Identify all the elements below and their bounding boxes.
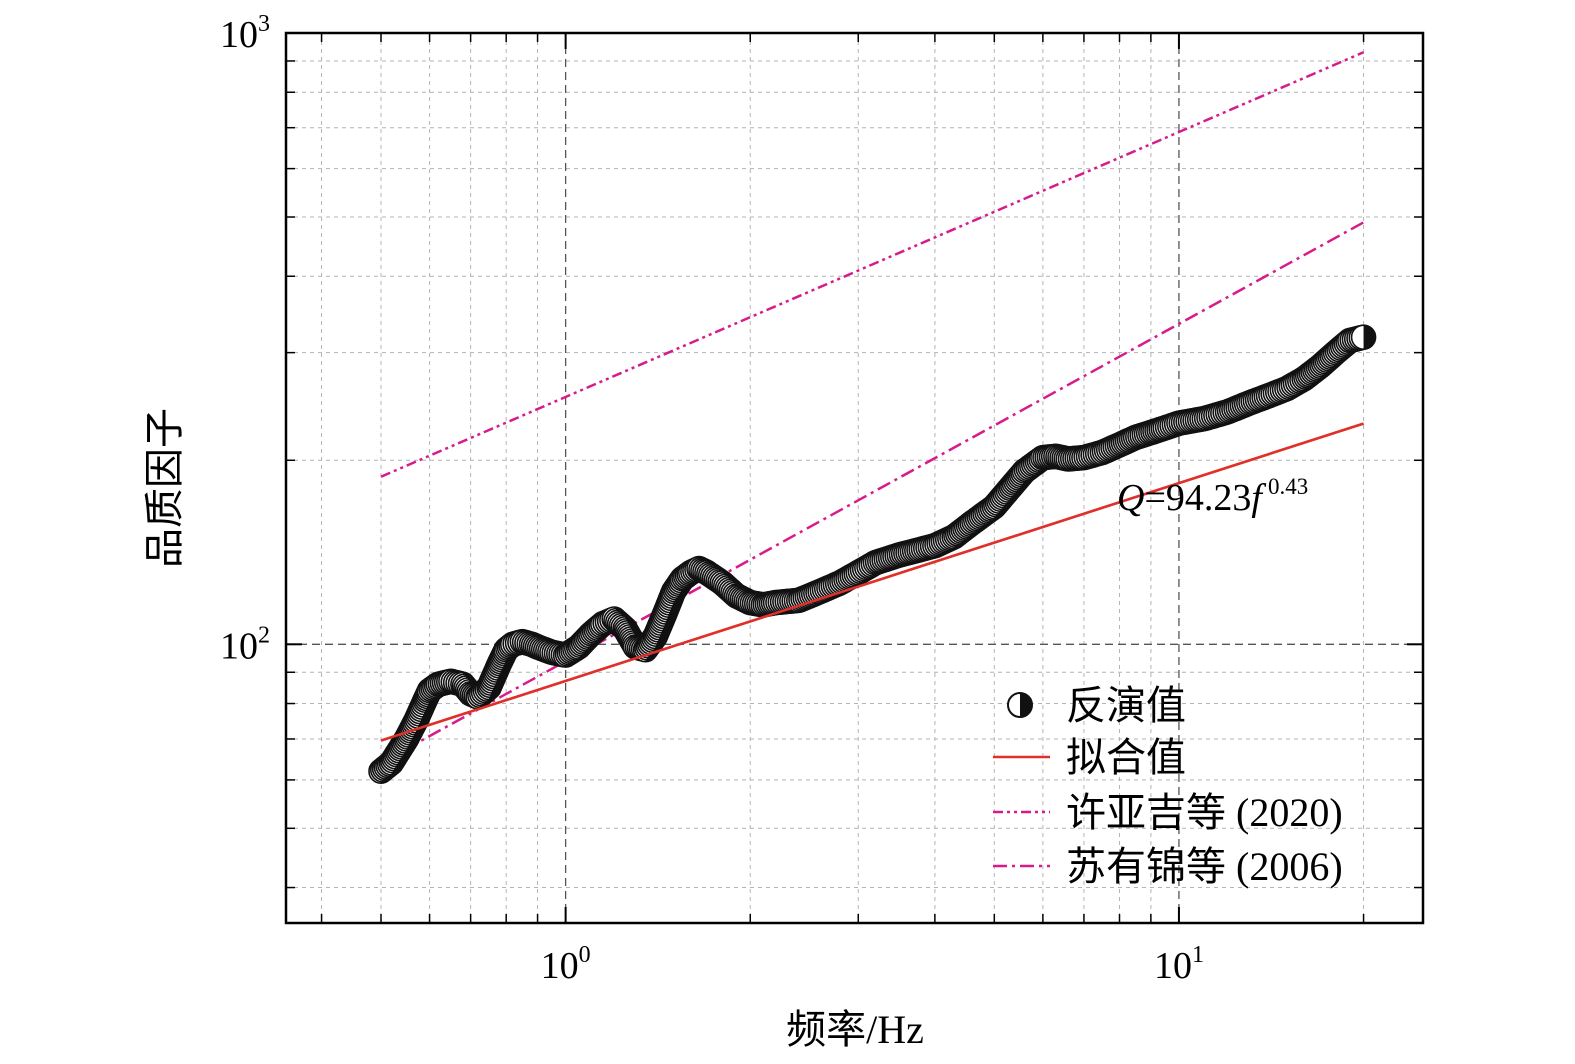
fit-equation-coef: =94.23 xyxy=(1144,477,1251,519)
legend-marker-icon xyxy=(1007,692,1033,718)
marker-fill xyxy=(1363,325,1376,350)
legend-label-inversion: 反演值 xyxy=(1066,683,1186,728)
fit-line-overlay xyxy=(380,422,1364,742)
axis-ticks xyxy=(286,32,1423,923)
legend: 反演值 拟合值 许亚吉等 (2020) 苏有锦等 (2006) xyxy=(993,683,1343,889)
fit-equation: Q=94.23f 0.43 xyxy=(1117,474,1308,519)
legend-label-fit: 拟合值 xyxy=(1066,735,1186,780)
y-tick-label-exponent: 3 xyxy=(258,11,270,37)
fit-equation-exponent: 0.43 xyxy=(1268,474,1308,499)
x-axis-label: 频率/Hz xyxy=(786,1007,924,1052)
x-tick-label: 101 xyxy=(1154,942,1204,987)
y-tick-label-base: 10 xyxy=(220,625,258,667)
legend-label-su: 苏有锦等 (2006) xyxy=(1066,844,1343,889)
x-tick-label-base: 10 xyxy=(541,945,579,987)
series-line-dashdotdot xyxy=(380,51,1365,478)
plot-frame xyxy=(284,31,1425,925)
y-tick-label-exponent: 2 xyxy=(258,622,270,648)
y-tick-label: 102 xyxy=(220,622,270,667)
y-tick-label: 103 xyxy=(220,11,270,56)
x-tick-label: 100 xyxy=(541,942,591,987)
x-tick-label-exponent: 1 xyxy=(1192,942,1204,968)
inversion-marker xyxy=(1350,324,1377,350)
y-tick-label-base: 10 xyxy=(220,14,258,56)
x-tick-label-base: 10 xyxy=(1154,945,1192,987)
x-tick-label-exponent: 0 xyxy=(579,942,591,968)
y-axis-label: 品质因子 xyxy=(142,408,187,568)
legend-label-xu: 许亚吉等 (2020) xyxy=(1066,790,1343,835)
data-series xyxy=(368,51,1377,785)
fit-equation-q: Q xyxy=(1117,477,1144,519)
fit-equation-f: f xyxy=(1251,477,1266,519)
series-line-dashdot xyxy=(380,221,1365,764)
